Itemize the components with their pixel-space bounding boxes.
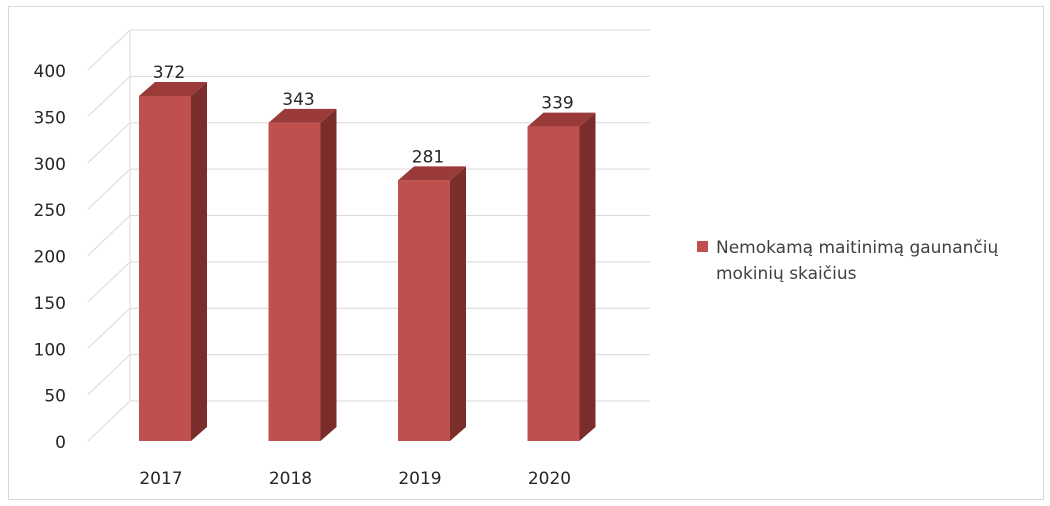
legend-swatch: [697, 241, 708, 252]
bar-2018: [268, 108, 337, 442]
bar-side-face: [579, 112, 596, 441]
y-tick-label: 100: [34, 340, 66, 360]
y-tick-label: 300: [34, 155, 66, 175]
bar-side-face: [320, 108, 337, 442]
bar-top-face: [527, 112, 596, 127]
gridline-diagonal: [87, 76, 131, 117]
gridline-diagonal: [87, 168, 131, 210]
bar-side-face: [191, 81, 207, 441]
bars: [139, 81, 596, 442]
data-label: 372: [153, 63, 185, 83]
bar-side-face: [450, 166, 466, 441]
gridline-diagonal: [87, 122, 131, 164]
x-axis-ticks: 2017 2018 2019 2020: [139, 469, 571, 489]
data-labels: 372 343 281 339: [153, 63, 574, 167]
legend: Nemokamą maitinimą gaunančių mokinių ska…: [697, 235, 1037, 287]
y-tick-label: 150: [34, 294, 66, 314]
x-tick-label: 2020: [528, 469, 571, 489]
gridline-diagonal: [87, 354, 131, 395]
y-tick-label: 400: [34, 62, 66, 82]
legend-label: Nemokamą maitinimą gaunančių mokinių ska…: [716, 238, 999, 284]
chart-frame: [8, 6, 1044, 500]
y-tick-label: 350: [34, 108, 66, 128]
data-label: 339: [541, 94, 573, 114]
bar-top-face: [139, 81, 207, 96]
bar-front-face: [268, 122, 321, 442]
bar-front-face: [398, 180, 450, 441]
bar-top-face: [268, 108, 337, 123]
bar-2019: [398, 166, 466, 441]
gridline-diagonal: [87, 307, 131, 349]
bar-front-face: [139, 95, 191, 441]
bar-front-face: [527, 126, 580, 441]
bar-top-face: [398, 166, 466, 181]
y-axis-ticks: 0 50 100 150 200 250 300 350 400: [34, 62, 66, 453]
bar-2020: [527, 112, 596, 441]
data-label: 281: [412, 147, 444, 167]
gridline-diagonal: [87, 29, 131, 71]
gridline-diagonal: [87, 215, 131, 256]
x-tick-label: 2018: [269, 469, 312, 489]
bar-2017: [139, 81, 207, 441]
y-tick-label: 50: [44, 387, 66, 407]
x-tick-label: 2017: [139, 469, 182, 489]
data-label: 343: [282, 90, 314, 110]
gridline-diagonal: [87, 400, 131, 442]
x-tick-label: 2019: [398, 469, 441, 489]
gridline-diagonal: [87, 261, 131, 303]
y-tick-label: 0: [55, 433, 66, 453]
y-tick-label: 250: [34, 201, 66, 221]
y-tick-label: 200: [34, 248, 66, 268]
